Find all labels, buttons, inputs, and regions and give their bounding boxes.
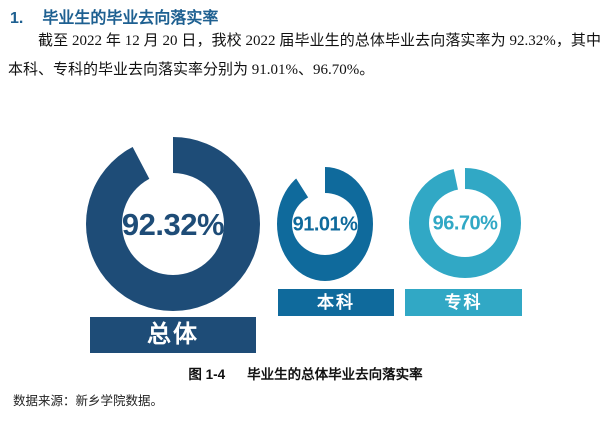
donut-category-total: 总体 bbox=[90, 317, 256, 353]
figure-caption-text: 毕业生的总体毕业去向落实率 bbox=[247, 367, 423, 382]
donut-ring-undergraduate bbox=[277, 162, 373, 281]
figure-caption: 图 1-4 毕业生的总体毕业去向落实率 bbox=[0, 366, 611, 384]
section-heading: 1. 毕业生的毕业去向落实率 bbox=[10, 9, 603, 29]
donut-value-total: 92.32% bbox=[121, 207, 225, 242]
data-source-note: 数据来源：新乡学院数据。 bbox=[13, 394, 164, 408]
donut-ring-total bbox=[86, 132, 260, 311]
donut-value-specialist: 96.70% bbox=[432, 212, 498, 235]
donut-category-undergraduate: 本科 bbox=[278, 289, 394, 316]
figure-caption-number: 图 1-4 bbox=[188, 367, 226, 382]
donut-category-specialist: 专科 bbox=[405, 289, 522, 316]
donut-value-undergraduate: 91.01% bbox=[292, 213, 358, 236]
donut-ring-specialist bbox=[409, 162, 521, 278]
section-title: 毕业生的毕业去向落实率 bbox=[42, 10, 219, 27]
section-number: 1. bbox=[10, 10, 24, 27]
body-paragraph: 截至 2022 年 12 月 20 日，我校 2022 届毕业生的总体毕业去向落… bbox=[8, 33, 601, 78]
